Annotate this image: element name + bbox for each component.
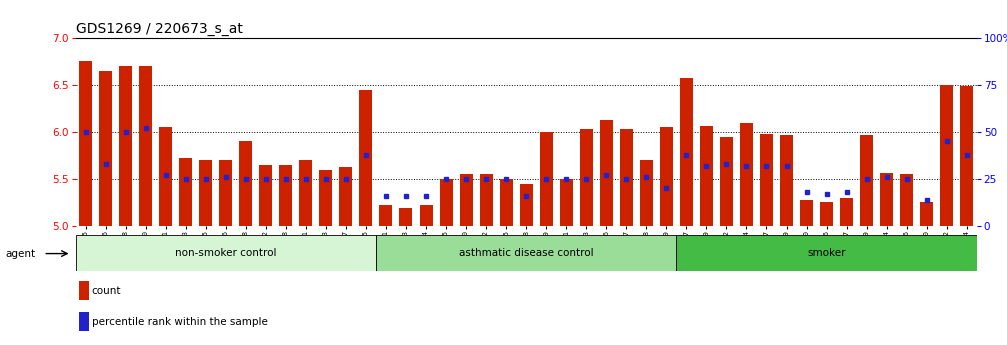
Bar (600, 120, 613, 226)
Bar (941, 85, 954, 226)
Bar (76, 235, 376, 271)
Bar (677, 235, 977, 271)
Bar (400, 208, 413, 226)
Bar (499, 179, 513, 226)
Bar (660, 127, 673, 226)
Bar (380, 205, 393, 226)
Bar (540, 132, 553, 226)
Bar (420, 205, 433, 226)
Bar (299, 160, 312, 226)
Bar (179, 158, 192, 226)
Bar (900, 174, 913, 226)
Text: percentile rank within the sample: percentile rank within the sample (92, 317, 268, 327)
Bar (220, 160, 233, 226)
Bar (720, 137, 733, 226)
Bar (240, 141, 253, 226)
Bar (800, 200, 813, 226)
Text: smoker: smoker (808, 248, 846, 258)
Bar (79, 61, 92, 226)
Bar (139, 66, 152, 226)
Text: asthmatic disease control: asthmatic disease control (459, 248, 593, 258)
Text: agent: agent (5, 249, 35, 258)
Bar (961, 86, 974, 226)
Bar (780, 135, 794, 226)
Bar (560, 179, 573, 226)
Text: GDS1269 / 220673_s_at: GDS1269 / 220673_s_at (76, 21, 243, 36)
Text: count: count (92, 286, 121, 296)
Bar (279, 165, 292, 226)
Bar (820, 203, 833, 226)
Bar (520, 184, 533, 226)
Bar (199, 160, 212, 226)
Bar (376, 235, 677, 271)
Bar (860, 135, 873, 226)
Bar (439, 179, 452, 226)
Bar (880, 173, 893, 226)
Bar (99, 71, 112, 226)
Bar (760, 134, 773, 226)
Bar (259, 165, 272, 226)
Bar (580, 129, 593, 226)
Bar (680, 78, 693, 226)
Bar (920, 203, 933, 226)
Bar (159, 127, 172, 226)
Bar (119, 66, 132, 226)
Bar (359, 90, 373, 226)
Bar (740, 122, 753, 226)
Bar (700, 126, 713, 226)
Bar (459, 174, 472, 226)
Bar (339, 167, 352, 226)
Text: non-smoker control: non-smoker control (175, 248, 277, 258)
Bar (319, 170, 332, 226)
Bar (639, 160, 653, 226)
Bar (619, 129, 632, 226)
Bar (479, 174, 492, 226)
Bar (840, 198, 853, 226)
